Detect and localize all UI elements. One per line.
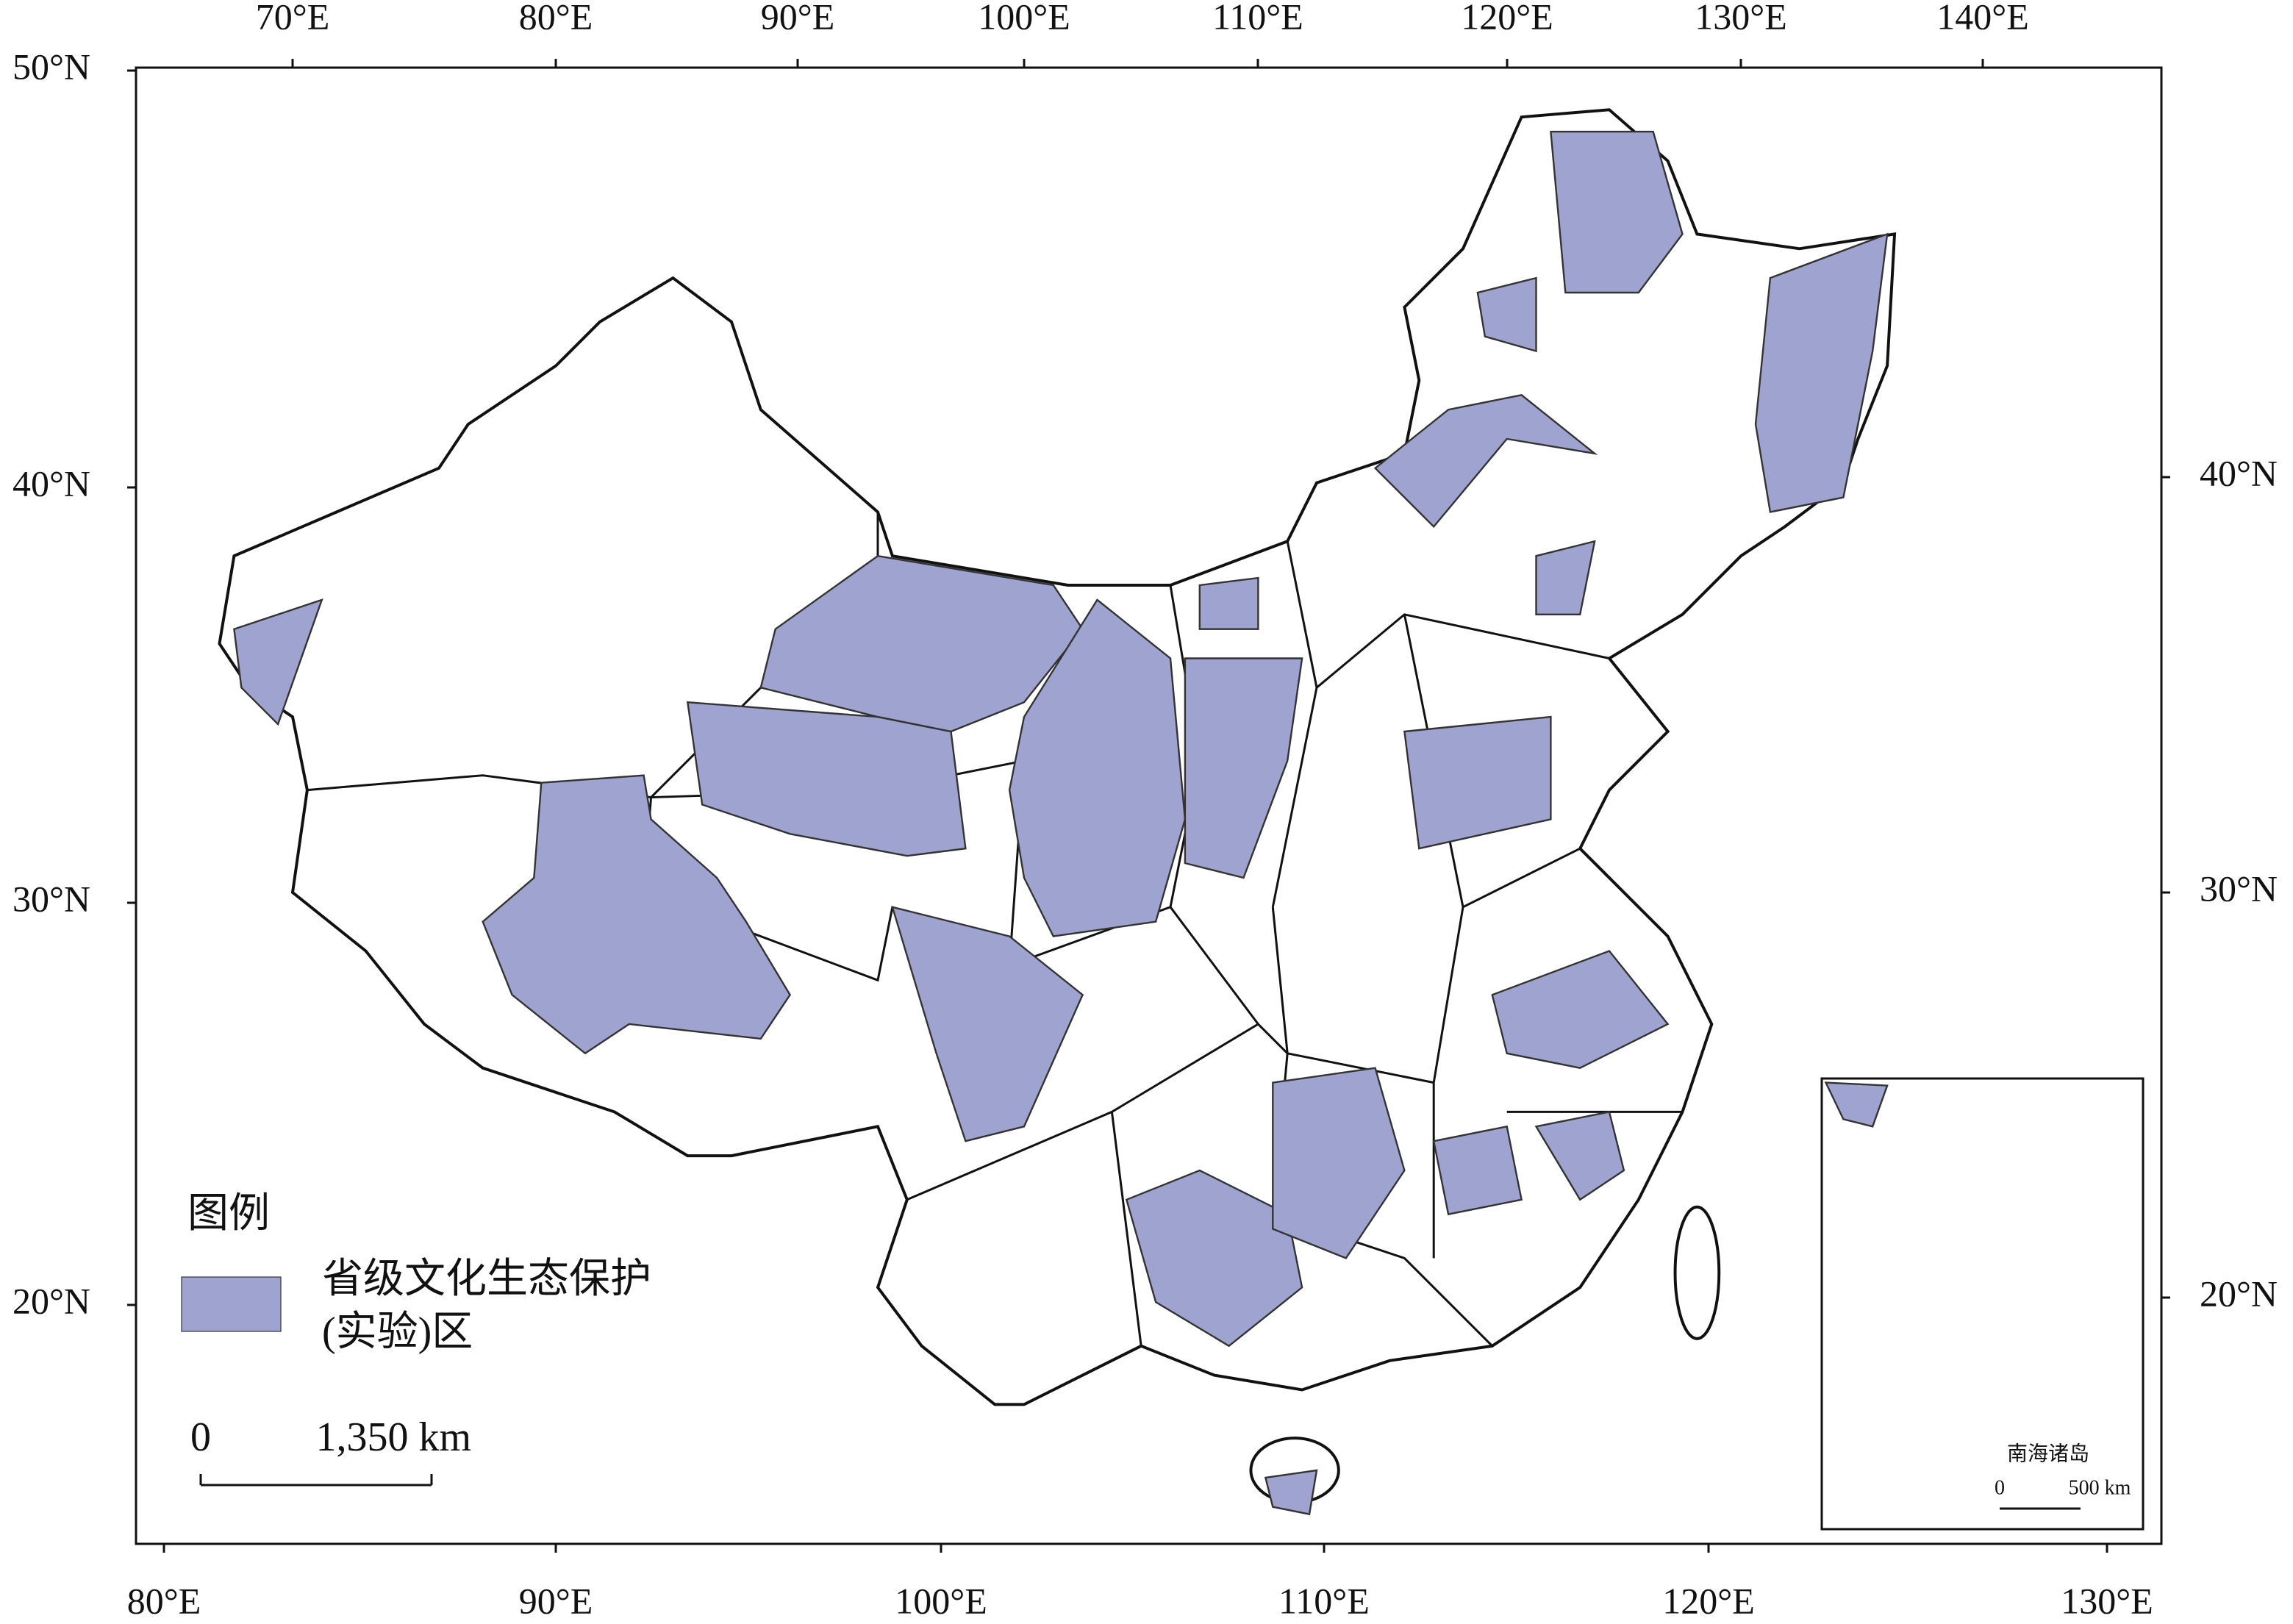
tick-label: 50°N <box>12 46 90 87</box>
inset-region <box>1824 1081 1889 1128</box>
tick-label: 100°E <box>895 1580 987 1621</box>
region <box>1754 232 1889 513</box>
tick-label: 120°E <box>1461 0 1553 37</box>
region <box>891 906 1084 1142</box>
tick-label: 110°E <box>1278 1580 1370 1621</box>
region <box>1125 1169 1303 1348</box>
region <box>1198 576 1259 630</box>
tick-label: 20°N <box>12 1280 90 1321</box>
tick-label: 140°E <box>1936 0 2029 37</box>
region <box>1432 1125 1523 1216</box>
region <box>1184 657 1303 879</box>
region <box>1403 715 1552 850</box>
legend-swatch <box>181 1276 282 1332</box>
region <box>1008 598 1187 937</box>
region <box>1373 394 1598 529</box>
taiwan <box>1673 1205 1721 1340</box>
region <box>1534 1111 1625 1201</box>
tick-label: 30°N <box>12 878 90 919</box>
inset-frame <box>1820 1077 2144 1531</box>
scale-label: 0 <box>190 1414 211 1460</box>
tick-label: 120°E <box>1662 1580 1755 1621</box>
region <box>1550 130 1684 294</box>
legend-label: (实验)区 <box>322 1309 473 1355</box>
region <box>482 774 792 1055</box>
tick-label: 30°N <box>2200 868 2278 909</box>
tick-label: 40°N <box>2200 452 2278 493</box>
inset-scale-label: 500 km <box>2069 1476 2131 1499</box>
tick-label: 40°N <box>12 462 90 504</box>
tick-label: 110°E <box>1212 0 1303 37</box>
tick-label: 80°E <box>127 1580 201 1621</box>
region <box>1264 1469 1318 1516</box>
inset-title: 南海诸岛 <box>2007 1442 2089 1465</box>
tick-label: 100°E <box>978 0 1070 37</box>
region <box>1535 540 1596 615</box>
region <box>1491 950 1670 1069</box>
tick-label: 90°E <box>761 0 835 37</box>
tick-label: 20°N <box>2200 1273 2278 1314</box>
legend-label: 省级文化生态保护 <box>322 1256 651 1302</box>
legend-title: 图例 <box>187 1191 270 1237</box>
region <box>233 598 323 726</box>
region <box>1272 1067 1406 1259</box>
map-body <box>218 108 1897 1516</box>
tick-label: 130°E <box>2061 1580 2153 1621</box>
tick-label: 80°E <box>519 0 593 37</box>
region <box>759 554 1084 733</box>
tick-label: 130°E <box>1695 0 1787 37</box>
inset-scale-label: 0 <box>1995 1476 2005 1499</box>
region <box>1476 276 1537 353</box>
tick-label: 70°E <box>256 0 330 37</box>
scale-label: 1,350 km <box>315 1414 471 1460</box>
map-frame <box>135 66 2163 1545</box>
tick-label: 90°E <box>519 1580 593 1621</box>
